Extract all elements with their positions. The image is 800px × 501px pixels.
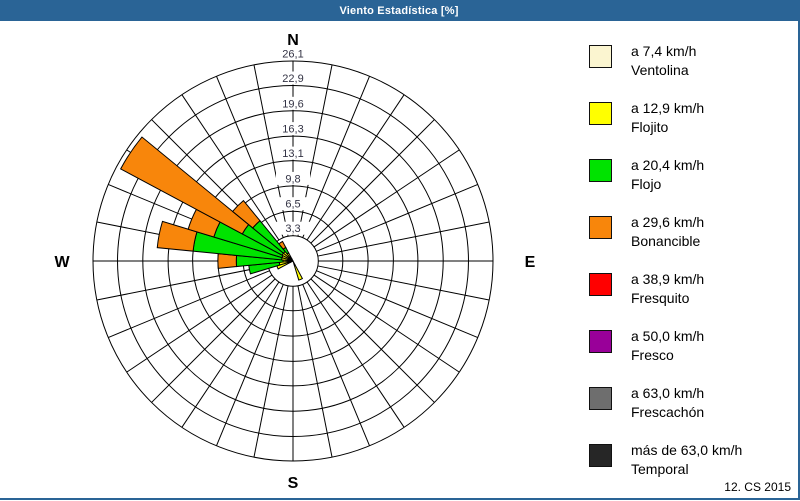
legend-class-name: Frescachón [631, 403, 704, 422]
wind-bar-157.5 [293, 261, 302, 280]
title-bar: Viento Estadística [%] [0, 0, 798, 21]
legend-class-name: Ventolina [631, 61, 696, 80]
compass-label-east: E [525, 254, 536, 271]
compass-label-west: W [54, 254, 70, 271]
legend-swatch-ventolina [589, 45, 612, 68]
compass-label-north: N [287, 32, 299, 49]
radial-tick-label: 6,5 [285, 199, 300, 211]
legend-swatch-temporal [589, 444, 612, 467]
legend-class-name: Temporal [631, 460, 742, 479]
radial-tick-label: 13,1 [282, 148, 303, 160]
bar-segment-bonancible [121, 137, 249, 234]
wind-bars [121, 137, 303, 280]
radial-tick-label: 26,1 [282, 49, 303, 61]
bar-segment-bonancible [218, 254, 237, 269]
legend-swatch-frescachon [589, 387, 612, 410]
legend-swatch-flojo [589, 159, 612, 182]
footer-text: 12. CS 2015 [724, 480, 791, 494]
legend-class-name: Flojo [631, 175, 704, 194]
legend-class-name: Flojito [631, 118, 704, 137]
legend-speed-label: a 29,6 km/h [631, 213, 704, 232]
legend-speed-label: a 12,9 km/h [631, 99, 704, 118]
legend-speed-label: a 7,4 km/h [631, 42, 696, 61]
legend-speed-label: más de 63,0 km/h [631, 441, 742, 460]
compass-label-south: S [288, 475, 299, 492]
window-title: Viento Estadística [%] [339, 5, 458, 17]
radial-tick-label: 3,3 [285, 223, 300, 235]
radial-tick-label: 9,8 [285, 173, 300, 185]
legend-swatch-fresquito [589, 273, 612, 296]
legend-speed-label: a 63,0 km/h [631, 384, 704, 403]
legend-swatch-fresco [589, 330, 612, 353]
legend-speed-label: a 50,0 km/h [631, 327, 704, 346]
legend-class-name: Fresquito [631, 289, 704, 308]
legend-class-name: Bonancible [631, 232, 704, 251]
radial-tick-label: 16,3 [282, 124, 303, 136]
radial-tick-label: 19,6 [282, 98, 303, 110]
legend-speed-label: a 38,9 km/h [631, 270, 704, 289]
legend-swatch-bonancible [589, 216, 612, 239]
legend-speed-label: a 20,4 km/h [631, 156, 704, 175]
legend-class-name: Fresco [631, 346, 704, 365]
legend-swatch-flojito [589, 102, 612, 125]
bar-segment-flojito [294, 264, 302, 280]
radial-tick-label: 22,9 [282, 73, 303, 85]
